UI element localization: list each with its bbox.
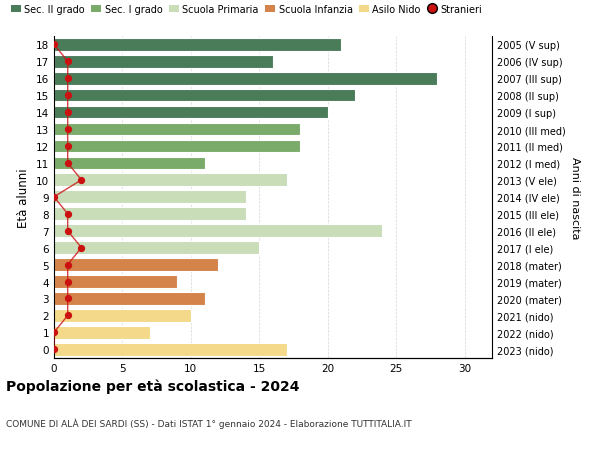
Point	[63, 143, 73, 150]
Bar	[54, 39, 341, 51]
Y-axis label: Anni di nascita: Anni di nascita	[569, 156, 580, 239]
Point	[63, 312, 73, 319]
Bar	[54, 140, 301, 153]
Bar	[54, 157, 205, 170]
Point	[49, 41, 59, 49]
Bar	[54, 106, 328, 119]
Point	[49, 346, 59, 353]
Bar	[54, 292, 205, 305]
Point	[49, 194, 59, 201]
Bar	[54, 73, 437, 85]
Y-axis label: Età alunni: Età alunni	[17, 168, 31, 227]
Point	[63, 160, 73, 167]
Point	[63, 92, 73, 100]
Bar	[54, 56, 273, 68]
Point	[77, 245, 86, 252]
Point	[63, 228, 73, 235]
Point	[63, 75, 73, 83]
Bar	[54, 326, 150, 339]
Point	[49, 329, 59, 336]
Point	[77, 177, 86, 184]
Bar	[54, 259, 218, 271]
Bar	[54, 191, 245, 204]
Bar	[54, 174, 287, 187]
Point	[63, 126, 73, 134]
Bar	[54, 242, 259, 254]
Text: COMUNE DI ALÀ DEI SARDI (SS) - Dati ISTAT 1° gennaio 2024 - Elaborazione TUTTITA: COMUNE DI ALÀ DEI SARDI (SS) - Dati ISTA…	[6, 418, 412, 428]
Bar	[54, 275, 177, 288]
Point	[63, 278, 73, 285]
Point	[63, 295, 73, 302]
Bar	[54, 208, 245, 221]
Point	[63, 58, 73, 66]
Point	[63, 109, 73, 117]
Legend: Sec. II grado, Sec. I grado, Scuola Primaria, Scuola Infanzia, Asilo Nido, Stran: Sec. II grado, Sec. I grado, Scuola Prim…	[11, 5, 482, 15]
Bar	[54, 90, 355, 102]
Text: Popolazione per età scolastica - 2024: Popolazione per età scolastica - 2024	[6, 379, 299, 393]
Point	[63, 261, 73, 269]
Bar	[54, 309, 191, 322]
Bar	[54, 123, 301, 136]
Bar	[54, 225, 383, 237]
Point	[63, 211, 73, 218]
Bar	[54, 343, 287, 356]
